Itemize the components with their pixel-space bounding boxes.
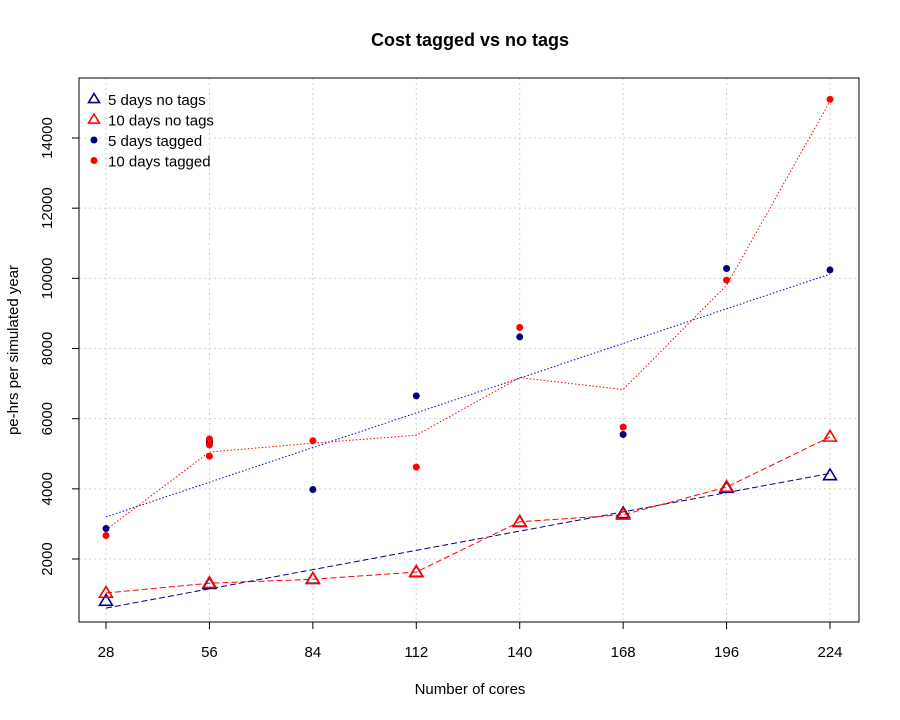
y-tick-label: 8000 bbox=[39, 332, 56, 365]
y-tick-label: 6000 bbox=[39, 402, 56, 435]
data-point-circle bbox=[619, 430, 627, 438]
chart-title: Cost tagged vs no tags bbox=[371, 30, 569, 50]
data-point-triangle bbox=[511, 513, 528, 527]
legend-symbol bbox=[87, 91, 101, 104]
legend-label: 10 days tagged bbox=[108, 154, 211, 171]
data-point-circle bbox=[205, 435, 213, 443]
y-tick-label: 4000 bbox=[39, 472, 56, 505]
legend-label: 5 days tagged bbox=[108, 133, 202, 150]
data-point-circle bbox=[723, 265, 731, 273]
data-points bbox=[98, 95, 838, 607]
legend-symbol bbox=[90, 136, 98, 144]
x-tick-label: 224 bbox=[817, 644, 842, 661]
data-point-triangle bbox=[615, 506, 632, 520]
data-point-circle bbox=[102, 524, 110, 532]
y-tick-label: 2000 bbox=[39, 542, 56, 575]
data-point-triangle bbox=[201, 575, 218, 589]
legend-symbol bbox=[87, 112, 101, 124]
trend-line bbox=[105, 100, 831, 531]
x-tick-label: 140 bbox=[507, 644, 532, 661]
x-tick-label: 56 bbox=[201, 644, 218, 661]
data-point-triangle bbox=[718, 479, 735, 493]
x-tick-label: 196 bbox=[714, 644, 739, 661]
data-point-circle bbox=[205, 441, 213, 449]
data-point-circle bbox=[619, 423, 627, 431]
x-tick-label: 84 bbox=[305, 644, 322, 661]
data-point-circle bbox=[723, 276, 731, 284]
data-point-triangle bbox=[822, 467, 838, 481]
x-axis: 28 56 84 112 140 168 196 224 bbox=[98, 622, 843, 661]
trend-line bbox=[105, 472, 831, 609]
data-point-triangle bbox=[98, 593, 114, 607]
legend: 5 days no tags 10 days no tags 5 days tagg… bbox=[87, 91, 214, 171]
trend-line bbox=[105, 273, 831, 518]
data-point-circle bbox=[205, 452, 213, 460]
data-point-triangle bbox=[304, 571, 321, 585]
x-axis-label: Number of cores bbox=[415, 681, 526, 698]
data-point-triangle bbox=[822, 428, 838, 442]
data-point-circle bbox=[826, 266, 834, 274]
y-axis: 2000 4000 6000 8000 10000 12000 14000 bbox=[39, 117, 79, 576]
data-point-circle bbox=[516, 323, 524, 331]
y-tick-label: 14000 bbox=[39, 117, 56, 159]
y-tick-label: 10000 bbox=[39, 257, 56, 299]
data-point-triangle bbox=[98, 584, 114, 599]
data-point-circle bbox=[412, 463, 420, 471]
plot-frame bbox=[78, 77, 860, 623]
data-point-circle bbox=[412, 392, 420, 400]
data-point-circle bbox=[309, 486, 317, 494]
data-point-circle bbox=[102, 531, 110, 539]
data-point-triangle bbox=[408, 563, 425, 578]
trend-line bbox=[105, 436, 831, 594]
y-tick-label: 12000 bbox=[39, 187, 56, 229]
y-axis-label: pe-hrs per simulated year bbox=[5, 265, 22, 435]
data-point-circle bbox=[826, 95, 834, 103]
data-point-circle bbox=[516, 333, 524, 341]
trend-lines bbox=[105, 100, 831, 609]
legend-symbol bbox=[90, 157, 98, 164]
x-tick-label: 112 bbox=[404, 644, 428, 661]
x-tick-label: 28 bbox=[98, 644, 115, 661]
legend-label: 10 days no tags bbox=[108, 113, 214, 130]
legend-label: 5 days no tags bbox=[108, 92, 206, 109]
data-point-circle bbox=[309, 437, 317, 445]
x-tick-label: 168 bbox=[611, 644, 636, 661]
